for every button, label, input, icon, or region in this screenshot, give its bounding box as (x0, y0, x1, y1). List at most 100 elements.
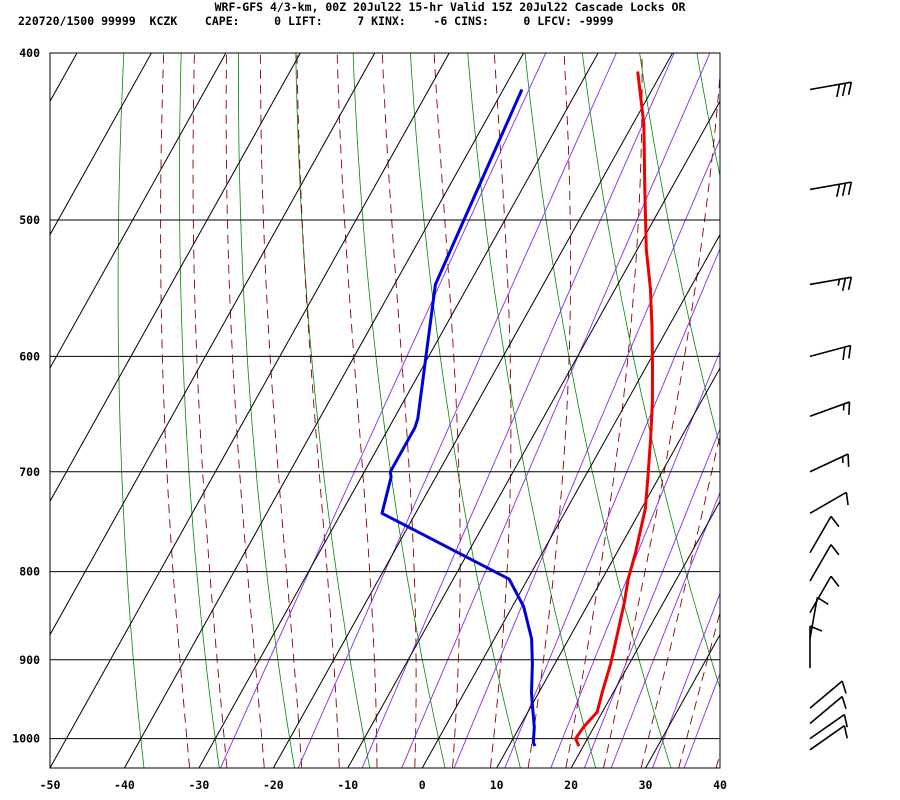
x-tick-label: 10 (490, 778, 504, 792)
mixing-ratio-line (652, 592, 720, 768)
wind-barb-flag (841, 83, 847, 97)
isotherm-line (124, 53, 525, 768)
y-tick-label: 600 (19, 349, 40, 363)
wind-barb-flag (841, 680, 847, 694)
wind-barb (809, 596, 829, 639)
x-tick-label: -30 (188, 778, 209, 792)
wind-barb-staff (809, 725, 845, 751)
wind-barb-flag (847, 453, 850, 467)
moist-adiabat (296, 53, 340, 768)
background-lines (117, 15, 900, 783)
wind-barb-flag (845, 492, 849, 506)
y-tick-label: 800 (19, 565, 40, 579)
isotherm-line (645, 633, 720, 768)
moist-adiabat (715, 752, 720, 768)
tick-labels: -50 -40 -30 -20 -10 0 10 20 30 40 400 500 600 700 800 9… (12, 46, 727, 792)
wind-barb-flag (841, 696, 847, 710)
isotherm-line (50, 53, 152, 236)
x-tick-label: 20 (564, 778, 578, 792)
isotherm-line (50, 53, 376, 636)
moist-adiabat (160, 53, 191, 768)
wind-barb (809, 491, 849, 515)
moist-adiabat (603, 70, 720, 768)
mixing-ratio-line (583, 427, 720, 768)
wind-barb-staff (809, 344, 851, 358)
wind-barbs (809, 81, 853, 751)
wind-barb-flag (830, 575, 840, 587)
wind-barb-staff (809, 713, 845, 740)
moist-adiabat (489, 53, 512, 768)
wind-barb-flag (847, 276, 853, 290)
wind-barb-flag (843, 725, 848, 739)
mixing-ratio-line (610, 491, 720, 768)
temperature-line (574, 71, 654, 747)
wind-barb-flag (841, 278, 847, 292)
wind-barb-staff (809, 276, 852, 286)
dry-adiabat (117, 53, 145, 768)
wind-barb-flag (830, 515, 840, 528)
mixing-ratio-line (401, 53, 711, 768)
wind-barb-flag (809, 625, 823, 632)
x-tick-label: -40 (114, 778, 135, 792)
wind-barb (809, 515, 840, 554)
dry-adiabat (804, 15, 900, 783)
wind-barb-flag (848, 401, 851, 415)
mixing-ratio-line (683, 672, 720, 768)
isotherm-line (50, 53, 301, 503)
wind-barb (809, 544, 840, 582)
plot-frame (49, 52, 721, 769)
wind-barb-staff (809, 491, 847, 515)
wind-barb-staff (809, 453, 849, 473)
dry-adiabat (467, 53, 597, 768)
wind-barb (809, 575, 840, 614)
isotherm-line (50, 53, 450, 768)
dry-adiabat (524, 53, 672, 768)
moist-adiabat (381, 53, 417, 768)
wind-barb-flag (843, 714, 848, 728)
wind-barb-staff (809, 597, 819, 639)
isotherm-line (272, 53, 673, 768)
header-line-1: WRF-GFS 4/3-km, 00Z 20Jul22 15-hr Valid … (214, 0, 686, 14)
wind-barb (809, 453, 850, 473)
profiles (380, 71, 654, 747)
wind-barb (809, 344, 852, 361)
moist-adiabat (678, 610, 720, 768)
isotherm-line (50, 53, 227, 370)
mixing-ratio-line (453, 138, 720, 768)
isotherm-line (421, 233, 720, 768)
wind-barb-staff (809, 81, 852, 91)
wind-barb (809, 725, 848, 751)
dewpoint-line (380, 88, 537, 747)
y-tick-label: 400 (19, 46, 40, 60)
moist-adiabat (565, 53, 643, 768)
x-tick-label: -50 (40, 778, 61, 792)
dry-adiabat (179, 53, 220, 768)
x-tick-label: 0 (419, 778, 426, 792)
dry-adiabat (409, 53, 521, 768)
x-tick-label: 40 (713, 778, 727, 792)
dry-adiabat (747, 15, 900, 783)
wind-barb (809, 276, 853, 292)
wind-barb-flag (848, 345, 852, 359)
mixing-ratio-line (297, 53, 617, 768)
dry-adiabat (639, 53, 720, 448)
wind-barb (809, 81, 853, 98)
header-line-2: 220720/1500 99999 KCZK CAPE: 0 LIFT: 7 K… (18, 14, 614, 28)
dry-adiabat (860, 15, 900, 783)
isotherm-line (496, 366, 720, 768)
wind-barb-staff (809, 181, 852, 191)
mixing-ratio-line (361, 53, 675, 768)
wind-barb (809, 680, 847, 709)
isotherm-line (0, 53, 3, 768)
mixing-ratio-line (550, 350, 720, 768)
wind-barb-flag (847, 82, 853, 96)
moist-adiabat (640, 433, 720, 768)
dry-adiabat (238, 53, 296, 768)
wind-barb-flag (835, 84, 841, 98)
isotherm-line (198, 53, 599, 768)
wind-barb (809, 695, 847, 725)
wind-barb (809, 401, 851, 418)
x-tick-label: -20 (263, 778, 284, 792)
wind-barb-flag (816, 596, 829, 605)
